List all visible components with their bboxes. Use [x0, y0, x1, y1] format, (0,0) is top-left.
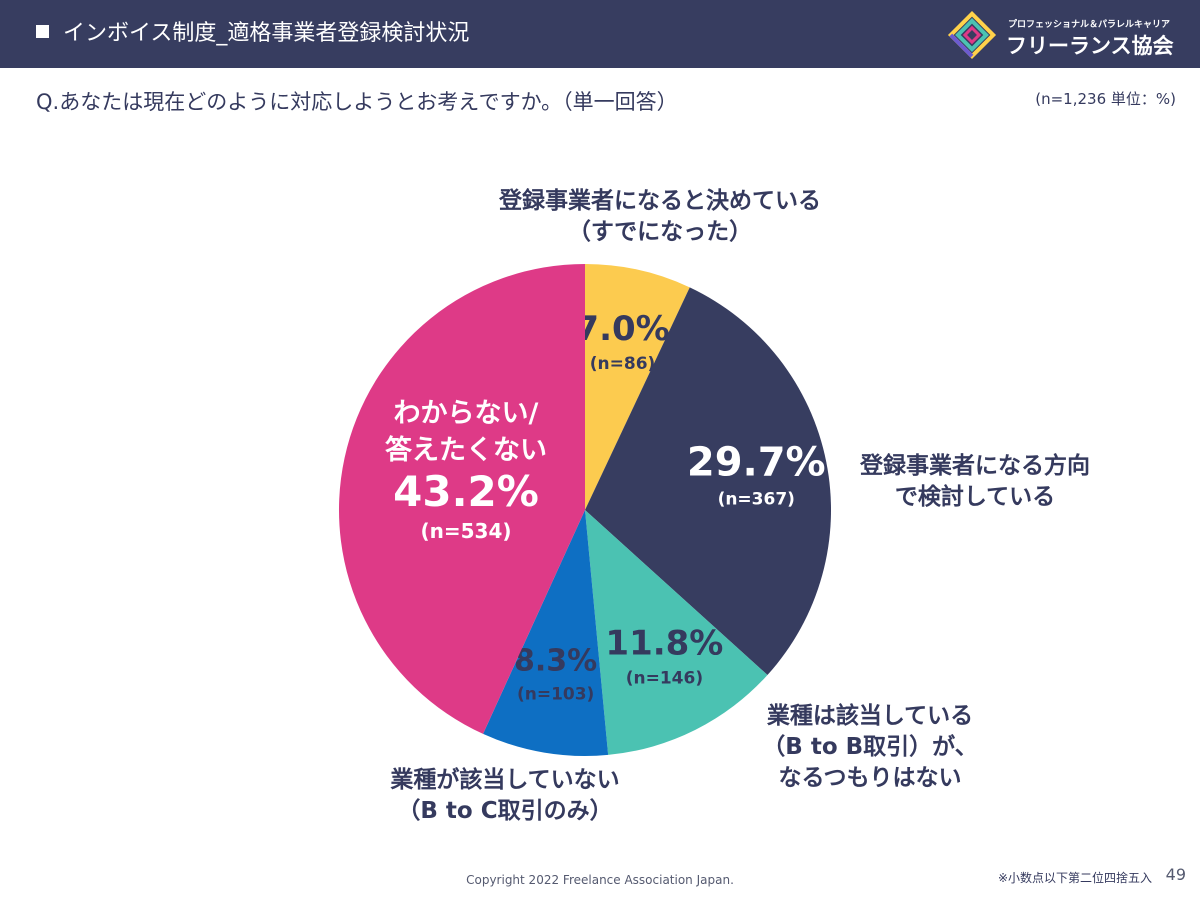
- category-label-line: なるつもりはない: [778, 765, 962, 791]
- rounding-footnote: ※小数点以下第二位四捨五入: [997, 871, 1152, 885]
- slice-percent-label: 7.0%: [575, 309, 669, 349]
- category-label-line: （すでになった）: [567, 219, 753, 245]
- category-label-line: 業種が該当していない: [390, 767, 620, 793]
- slice-category-label: わからない/: [394, 398, 539, 429]
- category-label-b2b-not-planning: 業種は該当している （B to B取引）が、 なるつもりはない: [740, 701, 1000, 794]
- sample-size-note: (n=1,236 単位：%): [1035, 90, 1176, 108]
- slice-percent-label: 29.7%: [687, 440, 826, 486]
- logo-mark-icon: [947, 10, 997, 60]
- survey-question: Q.あなたは現在どのように対応しようとお考えですか。（単一回答）: [36, 90, 678, 114]
- category-label-line: 登録事業者になると決めている: [499, 188, 821, 214]
- page-title-text: インボイス制度_適格事業者登録検討状況: [63, 21, 470, 46]
- association-logo: プロフェッショナル＆パラレルキャリア フリーランス協会: [944, 8, 1194, 62]
- slice-count-label: (n=534): [420, 519, 511, 543]
- pie-slice-decided: [585, 264, 690, 510]
- logo-subtitle: プロフェッショナル＆パラレルキャリア: [1008, 20, 1171, 30]
- slice-count-label: (n=103): [517, 685, 594, 705]
- title-bullet-square: [36, 25, 49, 38]
- category-label-line: で検討している: [894, 484, 1056, 510]
- slice-category-label: 答えたくない: [385, 434, 547, 466]
- category-label-line: （B to B取引）が、: [762, 734, 978, 760]
- slice-count-label: (n=146): [626, 668, 703, 688]
- category-label-line: 登録事業者になる方向: [860, 453, 1090, 479]
- slice-count-label: (n=86): [590, 354, 656, 374]
- category-label-b2c-only: 業種が該当していない （B to C取引のみ）: [345, 765, 665, 827]
- slice-count-label: (n=367): [718, 490, 795, 510]
- header-bar: インボイス制度_適格事業者登録検討状況 プロフェッショナル＆パラレルキャリア フ…: [0, 0, 1200, 68]
- category-label-decided: 登録事業者になると決めている （すでになった）: [440, 186, 880, 248]
- pie-slice-unknown: [338, 264, 585, 734]
- page-number: 49: [1165, 865, 1186, 884]
- slice-percent-label: 43.2%: [393, 467, 539, 516]
- category-label-line: 業種は該当している: [766, 703, 974, 729]
- category-label-considering: 登録事業者になる方向 で検討している: [830, 451, 1120, 513]
- page-title: インボイス制度_適格事業者登録検討状況: [36, 18, 469, 50]
- pie-slice-considering: [585, 287, 832, 675]
- pie-slice-b2c-only: [483, 510, 609, 757]
- slice-percent-label: 8.3%: [514, 644, 597, 679]
- pie-slice-b2b-not-planning: [585, 510, 768, 755]
- slice-percent-label: 11.8%: [605, 623, 723, 663]
- copyright-text: Copyright 2022 Freelance Association Jap…: [466, 873, 734, 887]
- category-label-line: （B to C取引のみ）: [397, 798, 613, 824]
- logo-name: フリーランス協会: [1006, 34, 1174, 58]
